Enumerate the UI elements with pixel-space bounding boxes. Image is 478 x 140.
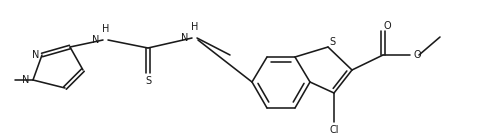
Text: S: S [329, 37, 335, 47]
Text: N: N [32, 50, 39, 60]
Text: O: O [383, 21, 391, 31]
Text: H: H [191, 22, 199, 32]
Text: N: N [181, 33, 188, 43]
Text: S: S [145, 76, 151, 86]
Text: Cl: Cl [329, 125, 339, 135]
Text: N: N [22, 75, 29, 85]
Text: H: H [102, 24, 109, 34]
Text: N: N [92, 35, 99, 45]
Text: O: O [414, 50, 422, 60]
